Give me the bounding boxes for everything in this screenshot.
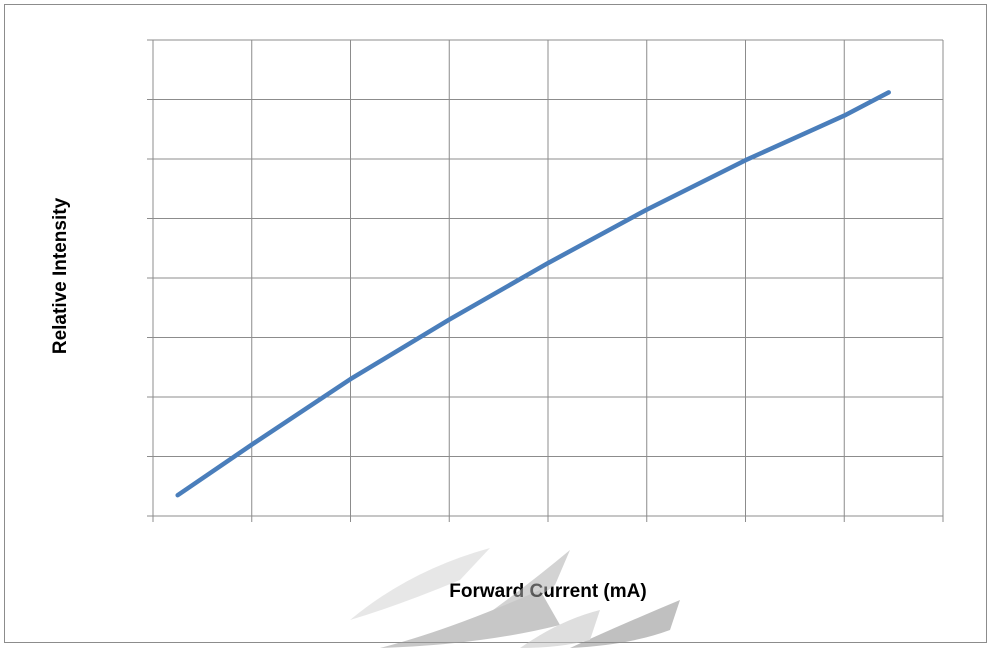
grid-layer: [152, 39, 944, 517]
series-layer: [175, 90, 891, 498]
series-line-0: [175, 90, 891, 498]
tick-layer: [147, 39, 944, 522]
x-axis-label: Forward Current (mA): [449, 581, 647, 602]
watermark-logo: [350, 548, 680, 648]
chart-frame: [4, 4, 987, 643]
y-axis-label: Relative Intensity: [50, 197, 71, 355]
